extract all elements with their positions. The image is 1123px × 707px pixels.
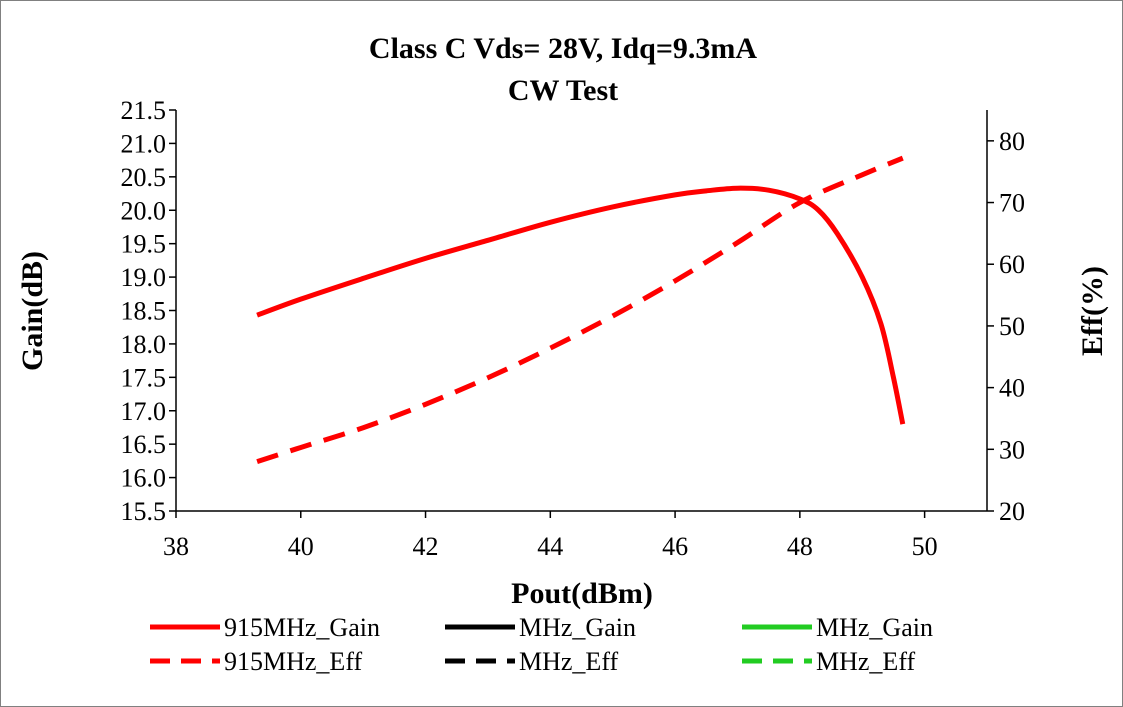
y-tick-label: 18.5 — [121, 297, 167, 326]
legend-label: 915MHz_Eff — [224, 647, 363, 676]
y-tick-label: 16.0 — [121, 464, 167, 493]
y-tick-label: 20.0 — [121, 196, 167, 225]
y-tick-label: 18.0 — [121, 330, 167, 359]
legend-label: 915MHz_Gain — [224, 613, 380, 642]
x-tick-label: 38 — [163, 532, 189, 561]
y2-axis-title: Eff(%) — [1076, 266, 1109, 356]
x-axis-ticks: 38 40 42 44 46 48 50 — [163, 511, 938, 561]
y-tick-label: 15.5 — [121, 497, 167, 526]
y2-axis-ticks: 20 30 40 50 60 70 80 — [987, 127, 1025, 526]
series-line-915mhz-gain — [256, 185, 906, 425]
y2-tick-label: 40 — [999, 374, 1025, 403]
y2-tick-label: 70 — [999, 189, 1025, 218]
x-tick-label: 42 — [413, 532, 439, 561]
y-tick-label: 19.5 — [121, 230, 167, 259]
y-tick-label: 21.0 — [121, 129, 167, 158]
y-tick-label: 19.0 — [121, 263, 167, 292]
x-tick-label: 44 — [537, 532, 563, 561]
legend-label: MHz_Gain — [816, 613, 933, 642]
y-axis-ticks: 15.5 16.0 16.5 17.0 17.5 18.0 18.5 19.0 19.5 20.0… — [121, 96, 176, 526]
y-axis-title: Gain(dB) — [16, 251, 49, 371]
y-tick-label: 17.5 — [121, 363, 167, 392]
legend-label: MHz_Gain — [519, 613, 636, 642]
x-tick-label: 48 — [787, 532, 813, 561]
x-tick-label: 46 — [662, 532, 688, 561]
legend-label: MHz_Eff — [519, 647, 619, 676]
y2-tick-label: 60 — [999, 250, 1025, 279]
y2-tick-label: 80 — [999, 127, 1025, 156]
series-layer — [256, 155, 906, 465]
y2-tick-label: 30 — [999, 435, 1025, 464]
x-tick-label: 50 — [912, 532, 938, 561]
y2-tick-label: 20 — [999, 497, 1025, 526]
x-tick-label: 40 — [288, 532, 314, 561]
y-tick-label: 21.5 — [121, 96, 167, 125]
y-tick-label: 17.0 — [121, 397, 167, 426]
legend-label: MHz_Eff — [816, 647, 916, 676]
chart-title: Class C Vds= 28V, Idq=9.3mA — [369, 32, 758, 65]
series-line-915mhz-eff — [256, 155, 904, 465]
y-tick-label: 20.5 — [121, 163, 167, 192]
y2-tick-label: 50 — [999, 312, 1025, 341]
legend: 915MHz_Gain MHz_Gain MHz_Gain 915MHz_Eff MHz… — [150, 613, 933, 676]
x-axis-title: Pout(dBm) — [511, 577, 653, 610]
chart-subtitle: CW Test — [508, 74, 618, 107]
y-tick-label: 16.5 — [121, 430, 167, 459]
